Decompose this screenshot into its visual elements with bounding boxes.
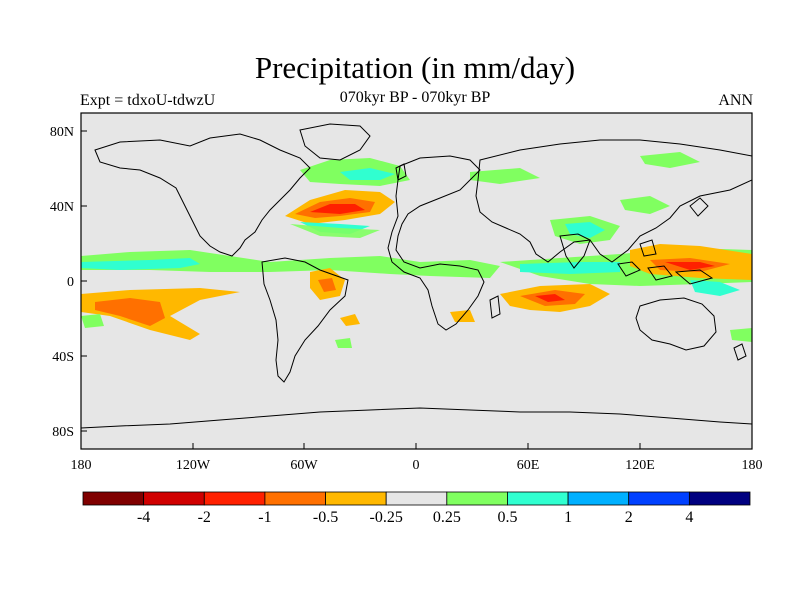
- colorbar-swatch: [264, 491, 326, 506]
- colorbar-label: -2: [198, 509, 211, 526]
- colorbar-label: -1: [258, 509, 271, 526]
- colorbar-swatch: [688, 491, 751, 506]
- colorbar-swatch: [203, 491, 266, 506]
- colorbar-label: 0.25: [433, 509, 461, 526]
- period-label: 070kyr BP - 070kyr BP: [339, 89, 491, 106]
- colorbar-labels: -4 -2 -1 -0.5 -0.25 0.25 0.5 1 2 4: [137, 509, 693, 526]
- x-tick-label: 120W: [176, 458, 211, 473]
- y-tick-label: 40N: [50, 200, 74, 215]
- x-axis-labels: 180 120W 60W 0 60E 120E 180: [71, 458, 763, 473]
- colorbar-swatch: [567, 491, 630, 506]
- colorbar-label: -0.25: [370, 509, 403, 526]
- colorbar-label: -0.5: [313, 509, 338, 526]
- coastlines: [81, 123, 752, 429]
- colorbar-swatches: [82, 491, 751, 506]
- figure-title: Precipitation (in mm/day): [254, 50, 576, 85]
- x-tick-label: 60W: [290, 458, 318, 473]
- precipitation-anomaly-field: [81, 152, 752, 348]
- y-tick-label: 80S: [52, 425, 74, 440]
- x-tick-label: 120E: [625, 458, 655, 473]
- season-label: ANN: [718, 92, 753, 109]
- colorbar-label: -4: [137, 509, 150, 526]
- x-tick-label: 180: [742, 458, 763, 473]
- colorbar-label: 1: [564, 509, 572, 526]
- colorbar-swatch: [507, 491, 569, 506]
- y-tick-label: 40S: [52, 350, 74, 365]
- colorbar-swatch: [385, 491, 448, 506]
- colorbar-label: 0.5: [497, 509, 517, 526]
- colorbar-label: 2: [625, 509, 633, 526]
- colorbar-swatch: [143, 491, 205, 506]
- y-axis-labels: 80N 40N 0 40S 80S: [50, 125, 74, 440]
- colorbar: -4 -2 -1 -0.5 -0.25 0.25 0.5 1 2 4: [82, 491, 751, 526]
- x-tick-label: 60E: [517, 458, 540, 473]
- y-tick-label: 0: [67, 275, 74, 290]
- colorbar-swatch: [446, 491, 508, 506]
- x-tick-label: 180: [71, 458, 92, 473]
- experiment-label: Expt = tdxoU-tdwzU: [80, 92, 216, 109]
- colorbar-swatch: [82, 491, 145, 506]
- colorbar-swatch: [628, 491, 690, 506]
- x-tick-label: 0: [413, 458, 420, 473]
- axis-ticks: [80, 130, 753, 449]
- colorbar-swatch: [325, 491, 387, 506]
- y-tick-label: 80N: [50, 125, 74, 140]
- colorbar-label: 4: [685, 509, 693, 526]
